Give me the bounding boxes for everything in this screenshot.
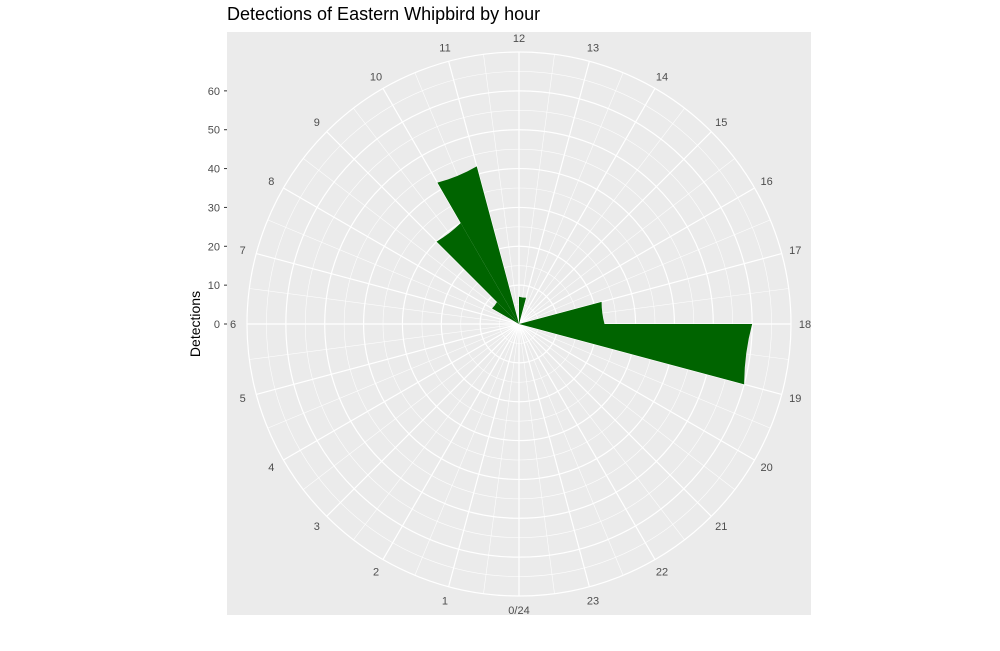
grid-spoke-minor [267, 219, 520, 325]
grid-spoke-major [283, 187, 520, 325]
grid-spoke-major [518, 323, 656, 560]
bar-hour-12 [519, 296, 527, 324]
hour-label-15: 15 [715, 117, 727, 129]
grid-spoke-major [518, 323, 712, 517]
hour-label-13: 13 [587, 43, 599, 55]
grid-spoke-minor [353, 323, 520, 540]
grid-spoke-minor [414, 323, 520, 576]
hour-label-6: 6 [230, 319, 236, 331]
grid-spoke-minor [303, 158, 520, 325]
grid-spoke-minor [518, 323, 735, 490]
hour-label-12: 12 [513, 33, 525, 45]
bar-hour-17 [519, 301, 605, 324]
hour-labels: 0/24123456789101112131415161718192021222… [230, 33, 811, 617]
y-tick-label-0: 0 [214, 319, 220, 331]
grid-spoke-major [518, 61, 590, 325]
grid-spoke-major [326, 131, 520, 325]
hour-label-10: 10 [370, 71, 382, 83]
hour-label-17: 17 [789, 245, 801, 257]
bar-hour-8 [492, 302, 519, 324]
grid-spoke-minor [267, 323, 520, 429]
grid-spoke-minor [518, 158, 735, 325]
bars [436, 166, 753, 385]
grid-spoke-minor [518, 108, 685, 325]
bar-hour-9 [436, 223, 519, 324]
hour-label-11: 11 [439, 43, 450, 55]
bar-hour-18 [519, 324, 753, 385]
y-tick-label-40: 40 [208, 164, 220, 176]
y-axis: 0 10 20 30 40 50 60 [208, 86, 227, 331]
hour-label-14: 14 [656, 71, 668, 83]
hour-label-7: 7 [240, 245, 246, 257]
grid-spoke-major [256, 323, 520, 395]
hour-label-19: 19 [789, 393, 801, 405]
grid-spoke-minor [483, 54, 520, 325]
y-tick-label-30: 30 [208, 202, 220, 214]
grid-spoke-major [283, 323, 520, 461]
grid-spoke-minor [518, 323, 555, 594]
grid-spoke-major [518, 323, 590, 587]
grid-spoke-major [448, 323, 520, 587]
hour-label-23: 23 [587, 595, 599, 607]
hour-label-16: 16 [761, 176, 773, 188]
grid-spoke-minor [518, 72, 624, 325]
hour-label-1: 1 [442, 595, 448, 607]
hour-label-20: 20 [761, 462, 773, 474]
grid-spoke-major [518, 88, 656, 325]
grid-spoke-minor [518, 219, 771, 325]
hour-label-4: 4 [268, 462, 274, 474]
chart-title: Detections of Eastern Whipbird by hour [227, 4, 541, 24]
grid-spoke-major [382, 323, 520, 560]
hour-label-8: 8 [268, 176, 274, 188]
grid-spoke-minor [518, 54, 555, 325]
hour-label-2: 2 [373, 567, 379, 579]
y-tick-label-10: 10 [208, 280, 220, 292]
grid-spoke-minor [483, 323, 520, 594]
hour-label-18: 18 [799, 319, 811, 331]
grid-spoke-major [518, 187, 755, 325]
y-axis-title: Detections [187, 291, 203, 357]
grid-spoke-major [256, 253, 520, 325]
grid-spoke-major [326, 323, 520, 517]
y-tick-label-60: 60 [208, 86, 220, 98]
hour-label-5: 5 [240, 393, 246, 405]
grid-lines [246, 51, 792, 597]
hour-label-3: 3 [314, 521, 320, 533]
y-tick-label-50: 50 [208, 125, 220, 137]
y-tick-label-20: 20 [208, 241, 220, 253]
grid-spoke-major [518, 323, 755, 461]
grid-spoke-major [518, 131, 712, 325]
grid-spoke-minor [249, 323, 520, 360]
hour-label-22: 22 [656, 567, 668, 579]
grid-spoke-minor [518, 323, 771, 429]
grid-spoke-minor [518, 323, 624, 576]
hour-label-21: 21 [715, 521, 727, 533]
grid-spoke-minor [518, 323, 685, 540]
hour-label-9: 9 [314, 117, 320, 129]
grid-spoke-minor [249, 288, 520, 325]
hour-label-0: 0/24 [508, 605, 529, 617]
bar-hour-10 [437, 166, 519, 324]
grid-spoke-minor [303, 323, 520, 490]
